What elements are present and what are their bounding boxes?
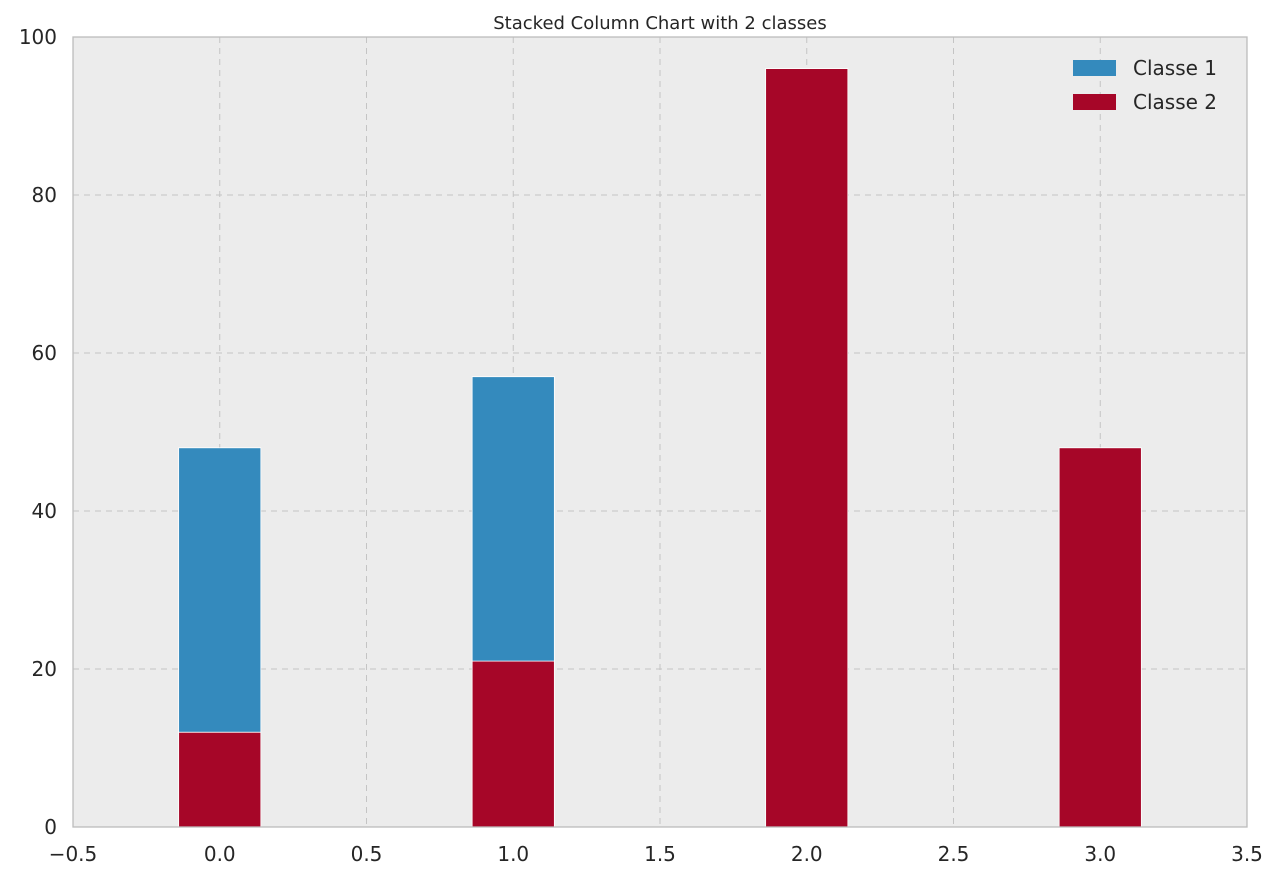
grid-lines — [73, 37, 1247, 827]
bar-classe-1-x0 — [178, 447, 262, 733]
chart-title: Stacked Column Chart with 2 classes — [493, 13, 826, 34]
y-tick-label: 40 — [32, 499, 57, 523]
x-tick-label: 1.0 — [497, 842, 529, 866]
x-tick-label: 1.5 — [644, 842, 676, 866]
legend-label: Classe 1 — [1133, 56, 1217, 80]
plot-frame — [72, 36, 1248, 828]
y-tick-label: 0 — [44, 815, 57, 839]
x-tick-label: 2.5 — [938, 842, 970, 866]
bars — [178, 68, 1142, 828]
bar-classe-2-x3 — [1058, 447, 1142, 828]
x-tick-label: 3.0 — [1084, 842, 1116, 866]
bar-classe-1-x1 — [471, 376, 555, 662]
y-axis-ticks: 0 20 40 60 80 100 — [19, 25, 57, 839]
x-tick-label: 0.0 — [204, 842, 236, 866]
x-axis-ticks: −0.5 0.0 0.5 1.0 1.5 2.0 2.5 3.0 3.5 — [49, 842, 1263, 866]
bar-classe-2-x2 — [765, 68, 849, 828]
y-tick-label: 100 — [19, 25, 57, 49]
bar-classe-2-x0 — [178, 731, 262, 828]
x-tick-label: 3.5 — [1231, 842, 1263, 866]
bar-classe-2-x1 — [471, 660, 555, 828]
legend-swatch — [1073, 60, 1116, 76]
plot-area — [73, 37, 1247, 827]
legend-swatch — [1073, 94, 1116, 110]
x-tick-label: −0.5 — [49, 842, 98, 866]
y-tick-label: 60 — [32, 341, 57, 365]
legend: Classe 1 Classe 2 — [1073, 56, 1217, 114]
y-tick-label: 80 — [32, 183, 57, 207]
y-tick-label: 20 — [32, 657, 57, 681]
x-tick-label: 0.5 — [351, 842, 383, 866]
x-tick-label: 2.0 — [791, 842, 823, 866]
legend-label: Classe 2 — [1133, 90, 1217, 114]
